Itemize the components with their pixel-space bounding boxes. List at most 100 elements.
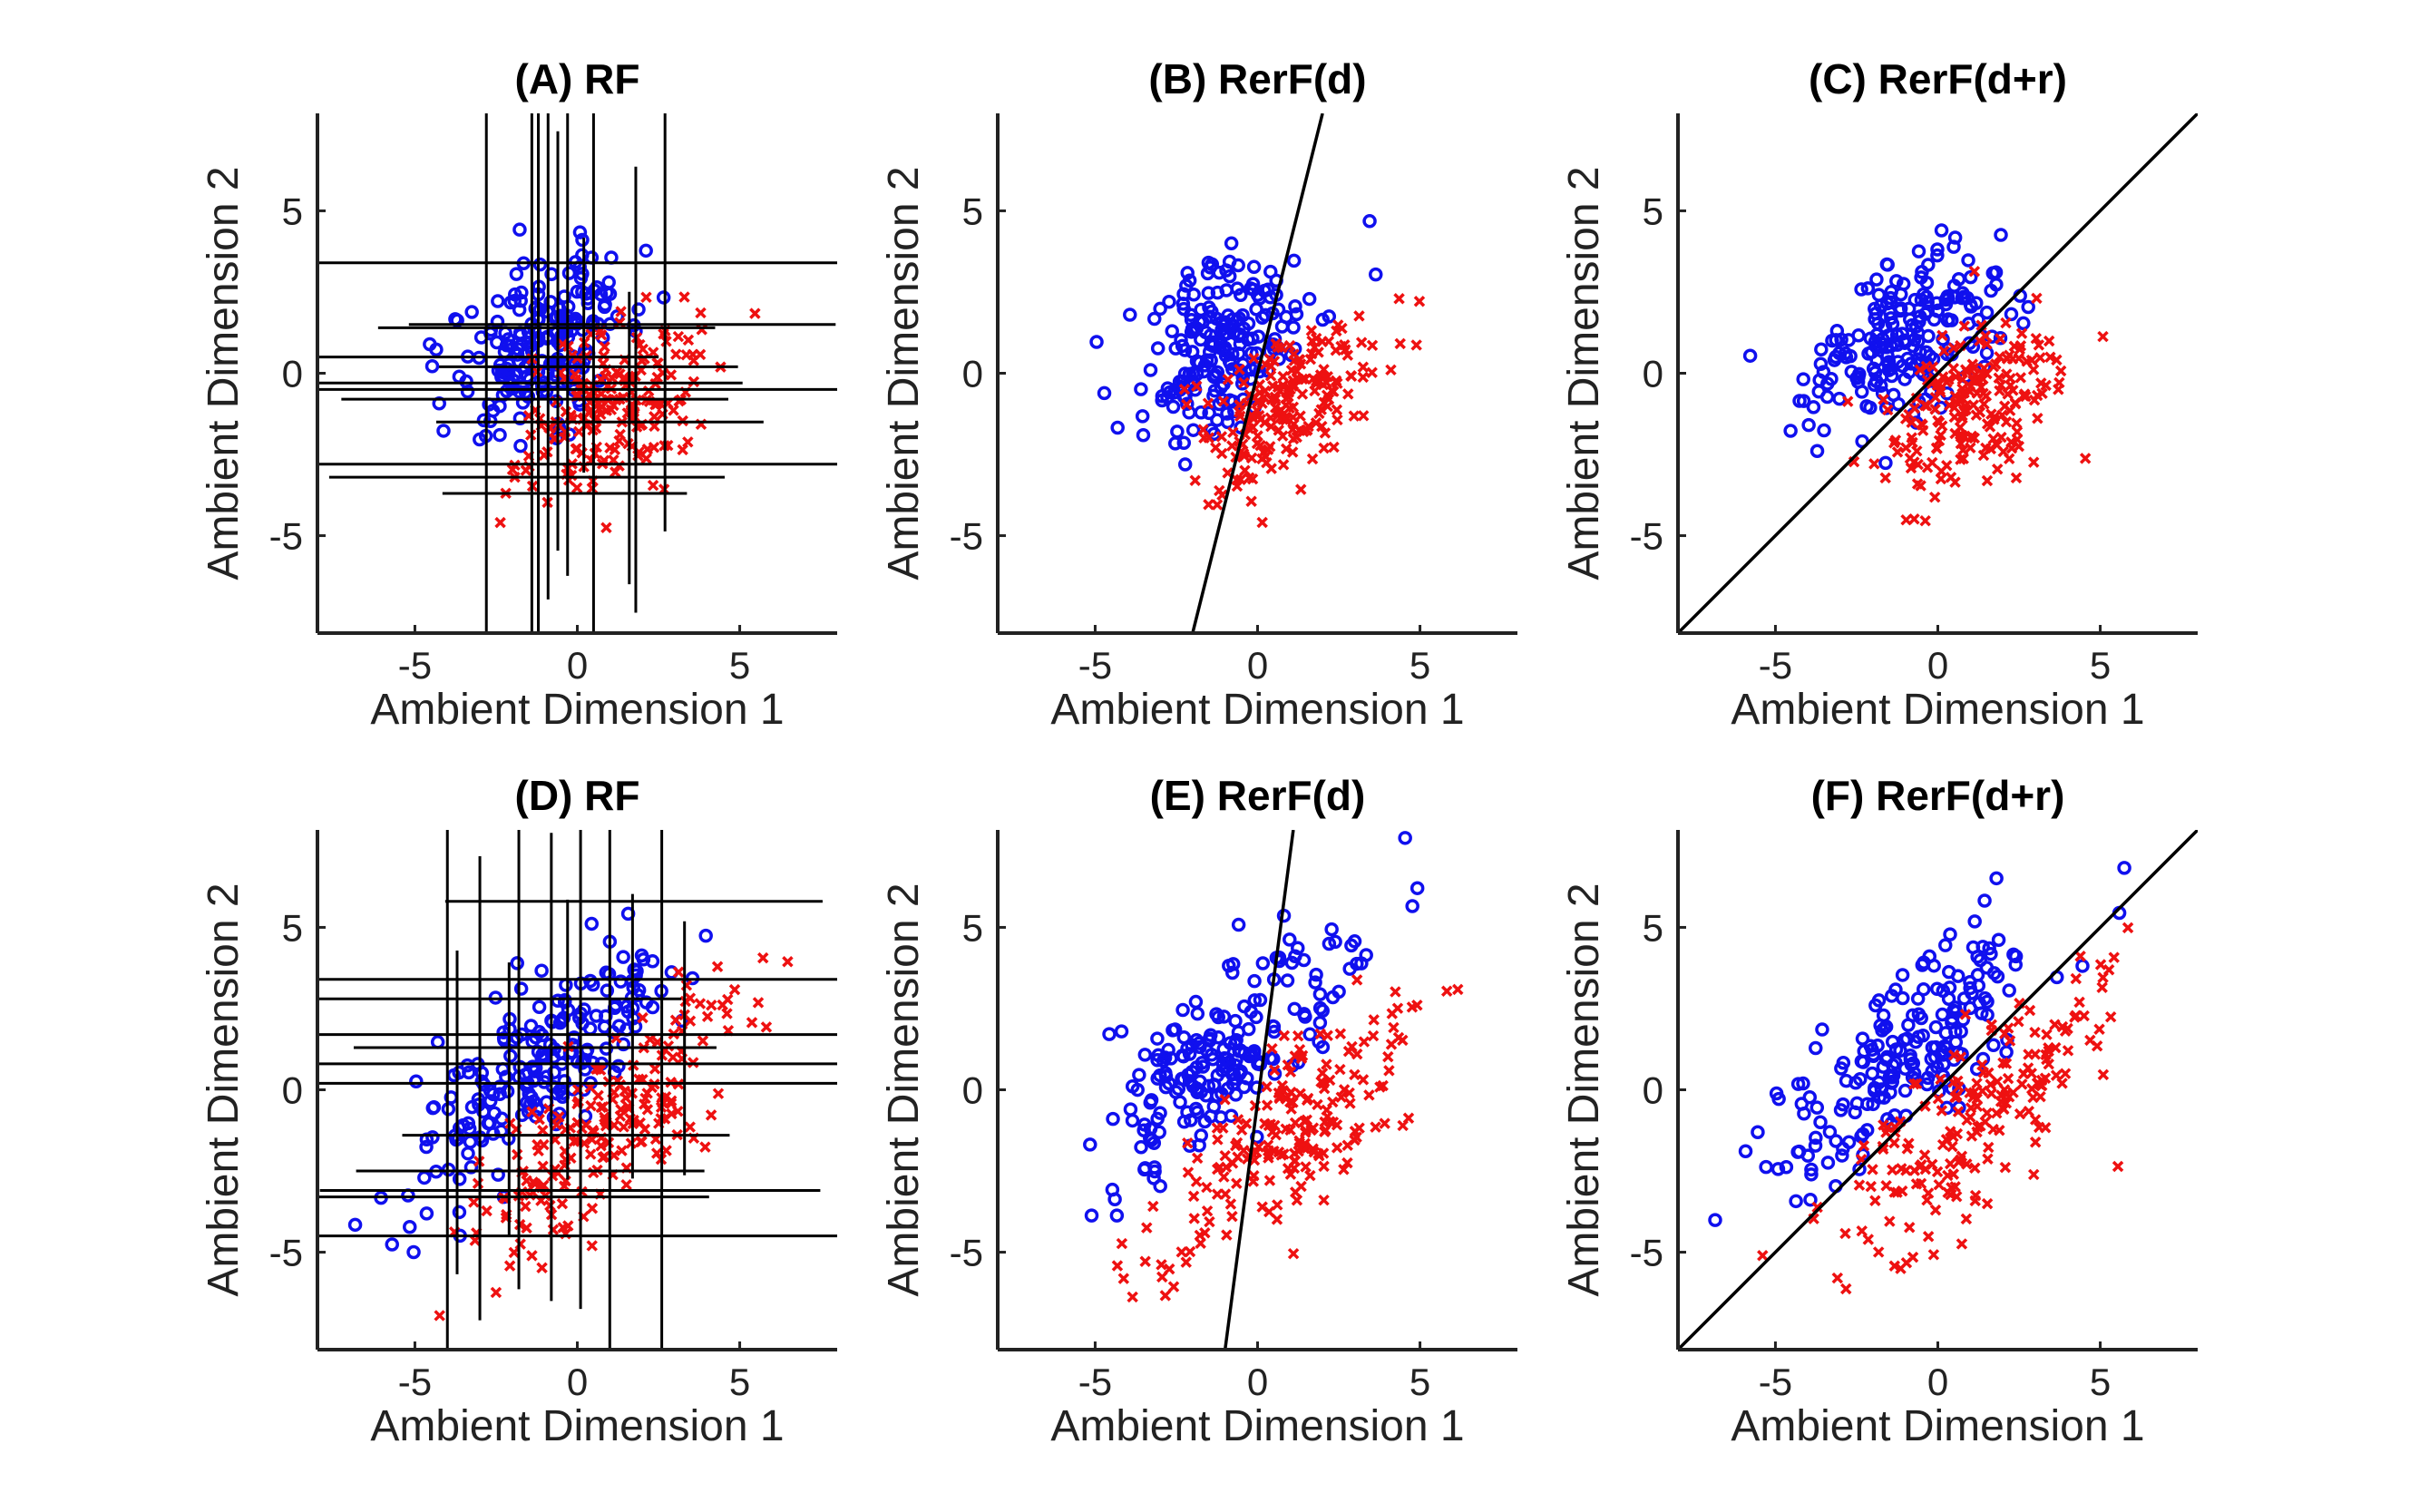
point-red — [2014, 1107, 2026, 1120]
x-tick-label: -5 — [1759, 644, 1792, 687]
point-blue — [611, 1058, 626, 1074]
point-red — [1291, 431, 1302, 444]
point-red — [2054, 365, 2067, 377]
y-tick-label: 0 — [282, 1069, 303, 1112]
point-red — [1226, 1210, 1238, 1223]
point-blue — [1331, 984, 1346, 1000]
point-red — [1182, 1136, 1194, 1149]
point-blue — [557, 995, 572, 1010]
point-blue — [1881, 363, 1897, 377]
point-red — [2002, 388, 2014, 400]
point-blue — [1919, 1077, 1935, 1092]
point-red — [1390, 986, 1401, 998]
point-blue — [1247, 993, 1263, 1008]
point-blue — [1813, 1115, 1828, 1129]
point-red — [1280, 415, 1292, 426]
point-red — [1234, 406, 1245, 418]
point-red — [1998, 400, 2011, 413]
point-blue — [1223, 1036, 1238, 1050]
point-blue — [1170, 424, 1185, 439]
point-blue — [1136, 427, 1151, 443]
point-blue — [1878, 455, 1893, 471]
splits-b — [1191, 113, 1324, 633]
point-blue — [1863, 400, 1878, 415]
point-blue — [1164, 1051, 1178, 1066]
point-blue — [481, 1116, 496, 1131]
point-red — [1922, 1231, 1935, 1243]
point-blue — [1186, 287, 1201, 302]
y-tick-label: 5 — [1643, 190, 1663, 232]
point-blue — [1180, 396, 1195, 412]
point-blue — [1941, 312, 1956, 327]
point-red — [668, 405, 679, 416]
point-red — [1410, 339, 1422, 351]
point-blue — [639, 243, 653, 259]
point-red — [1227, 426, 1239, 438]
point-red — [2006, 353, 2019, 365]
point-red — [1919, 514, 1931, 527]
point-blue — [1157, 1050, 1173, 1065]
point-red — [1888, 1186, 1900, 1198]
point-red — [557, 1222, 569, 1234]
point-red — [1927, 1249, 1940, 1261]
point-blue — [1804, 1167, 1819, 1182]
point-blue — [1182, 273, 1197, 288]
point-red — [1956, 1238, 1968, 1250]
point-red — [2019, 388, 2031, 400]
point-blue — [539, 384, 554, 399]
point-red — [1998, 1103, 2010, 1116]
point-red — [2000, 415, 2013, 428]
points-e — [1083, 831, 1464, 1303]
point-blue — [1212, 265, 1226, 280]
point-blue — [1791, 1144, 1807, 1159]
point-blue — [1820, 1156, 1836, 1170]
point-red — [1916, 1159, 1927, 1171]
point-red — [1900, 442, 1912, 454]
point-red — [1331, 1142, 1343, 1154]
point-red — [1995, 379, 2007, 391]
point-red — [1831, 1272, 1844, 1284]
point-red — [592, 1089, 604, 1102]
point-red — [1307, 373, 1320, 385]
point-red — [1285, 364, 1298, 376]
point-red — [1968, 266, 1981, 278]
points-b — [1089, 214, 1426, 529]
point-red — [1338, 1164, 1350, 1175]
point-red — [537, 1160, 549, 1172]
point-red — [665, 369, 678, 381]
point-red — [1947, 362, 1960, 375]
point-red — [1999, 1161, 2012, 1174]
point-red — [1921, 374, 1934, 386]
point-blue — [589, 1009, 604, 1023]
y-tick-label: 0 — [962, 1069, 983, 1112]
point-red — [2097, 330, 2109, 343]
point-red — [1872, 1246, 1885, 1258]
point-blue — [1235, 307, 1250, 323]
point-blue — [509, 267, 524, 281]
point-red — [1965, 430, 1978, 443]
point-red — [1191, 1152, 1204, 1165]
point-red — [1991, 463, 2004, 475]
point-blue — [1854, 1054, 1869, 1068]
point-red — [1971, 1078, 1983, 1089]
point-red — [1291, 1195, 1303, 1206]
point-blue — [1255, 956, 1271, 971]
point-red — [649, 411, 660, 423]
point-red — [1985, 1078, 1996, 1090]
point-red — [2029, 1136, 2042, 1148]
point-red — [2056, 1020, 2069, 1033]
point-red — [1379, 1117, 1390, 1129]
point-blue — [1897, 333, 1912, 348]
point-red — [1309, 341, 1321, 354]
point-red — [1341, 1156, 1353, 1169]
y-tick-label: -5 — [269, 515, 303, 558]
point-red — [1910, 1078, 1923, 1089]
point-blue — [1249, 1080, 1264, 1095]
point-blue — [1816, 365, 1831, 379]
point-red — [600, 522, 612, 533]
point-red — [1976, 1058, 1988, 1071]
point-red — [1955, 454, 1966, 465]
point-blue — [1203, 328, 1218, 343]
point-red — [1910, 392, 1923, 405]
point-blue — [549, 394, 564, 409]
